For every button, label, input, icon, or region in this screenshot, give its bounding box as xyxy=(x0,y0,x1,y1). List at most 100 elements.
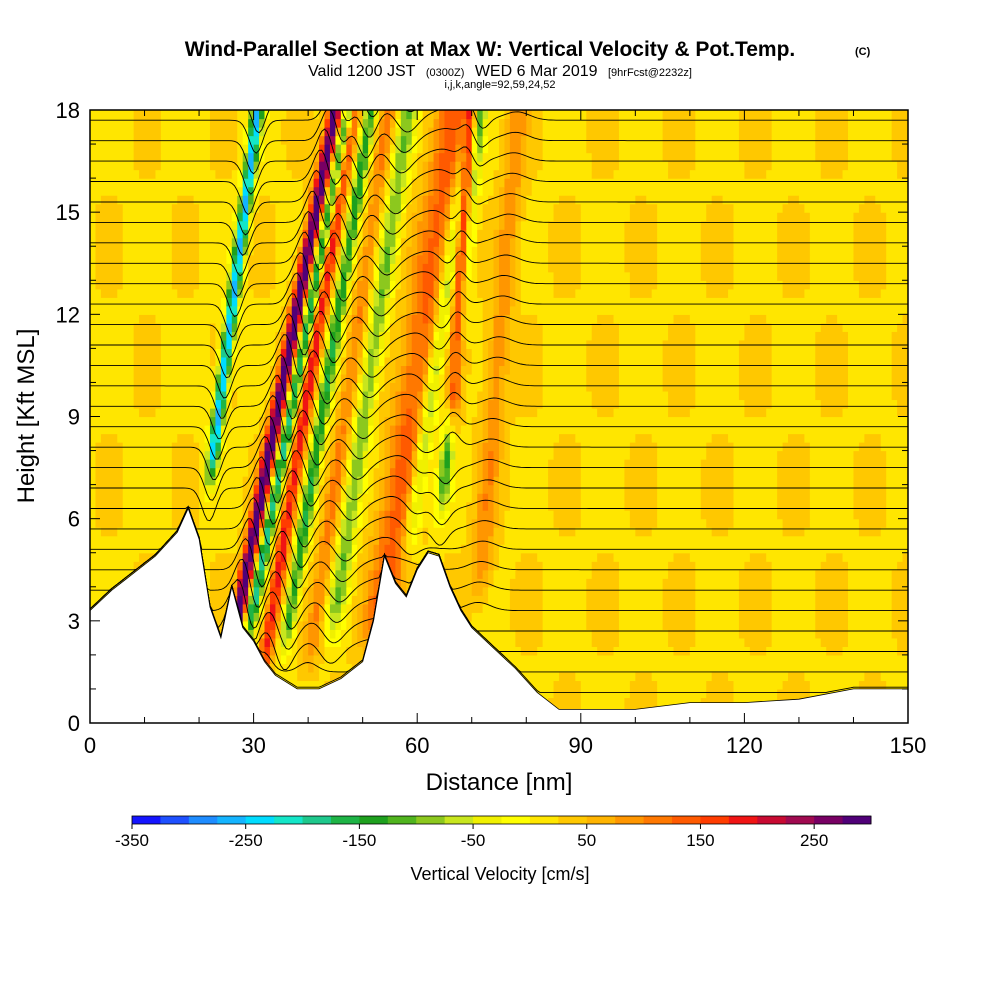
velocity-cell xyxy=(368,416,375,426)
velocity-cell xyxy=(449,433,456,443)
isentrope-line xyxy=(90,293,908,358)
velocity-cell xyxy=(509,144,522,154)
velocity-cell xyxy=(259,612,266,622)
velocity-cell xyxy=(384,195,391,205)
velocity-cell xyxy=(706,680,735,690)
velocity-cell xyxy=(259,118,266,128)
velocity-cell xyxy=(242,305,282,315)
velocity-cell xyxy=(449,416,467,426)
velocity-cell xyxy=(558,433,576,443)
velocity-cell xyxy=(368,186,375,196)
velocity-cell xyxy=(248,186,255,196)
velocity-cell xyxy=(428,459,440,469)
velocity-cell xyxy=(433,501,440,511)
velocity-cell xyxy=(406,535,413,545)
velocity-cell xyxy=(542,118,587,128)
velocity-cell xyxy=(160,399,211,409)
velocity-cell xyxy=(439,569,473,579)
velocity-cell xyxy=(319,407,326,418)
velocity-cell xyxy=(329,356,336,367)
velocity-cell xyxy=(815,356,849,367)
velocity-cell xyxy=(302,595,309,605)
velocity-cell xyxy=(499,195,506,205)
velocity-cell xyxy=(395,288,407,298)
velocity-cell xyxy=(542,569,593,579)
velocity-cell xyxy=(362,195,369,205)
velocity-cell xyxy=(439,407,451,418)
velocity-cell xyxy=(308,407,315,418)
velocity-cell xyxy=(591,637,620,647)
velocity-cell xyxy=(302,254,309,264)
velocity-cell xyxy=(389,484,396,494)
velocity-cell xyxy=(313,561,320,571)
velocity-cell xyxy=(864,671,882,682)
velocity-cell xyxy=(395,297,407,307)
velocity-cell xyxy=(259,637,266,647)
velocity-cell xyxy=(848,331,893,341)
velocity-cell xyxy=(340,399,353,409)
velocity-cell xyxy=(275,484,282,494)
velocity-cell xyxy=(815,382,849,392)
velocity-cell xyxy=(291,399,298,409)
x-tick-label: 60 xyxy=(405,733,429,758)
velocity-cell xyxy=(242,212,249,222)
velocity-cell xyxy=(406,544,462,554)
velocity-cell xyxy=(340,178,347,188)
velocity-cell xyxy=(308,220,320,230)
velocity-cell xyxy=(629,510,658,520)
velocity-cell xyxy=(422,493,435,503)
velocity-cell xyxy=(373,254,380,264)
velocity-cell xyxy=(384,425,391,435)
velocity-cell xyxy=(738,348,773,358)
colorbar-tick-label: 150 xyxy=(686,831,714,850)
velocity-cell xyxy=(302,467,309,477)
velocity-cell xyxy=(335,569,347,579)
velocity-cell xyxy=(449,501,467,511)
velocity-cell xyxy=(406,110,413,120)
velocity-cell xyxy=(618,569,669,579)
velocity-cell xyxy=(520,229,549,239)
velocity-cell xyxy=(493,373,500,384)
velocity-cell xyxy=(297,246,304,256)
velocity-cell xyxy=(411,493,418,503)
velocity-cell xyxy=(400,416,407,426)
velocity-cell xyxy=(618,373,664,384)
velocity-cell xyxy=(657,263,702,273)
velocity-cell xyxy=(329,467,336,477)
velocity-cell xyxy=(449,339,462,349)
velocity-cell xyxy=(373,510,380,520)
velocity-cell xyxy=(738,152,773,162)
isentrope-line xyxy=(90,251,908,318)
velocity-cell xyxy=(384,331,391,341)
velocity-cell xyxy=(809,229,855,239)
velocity-cell xyxy=(613,169,669,179)
velocity-cell xyxy=(395,467,407,477)
velocity-cell xyxy=(368,476,375,486)
velocity-cell xyxy=(335,425,342,435)
velocity-cell xyxy=(362,246,375,256)
velocity-cell xyxy=(313,493,320,503)
velocity-cell xyxy=(346,280,353,290)
velocity-cell xyxy=(286,322,293,332)
velocity-cell xyxy=(122,203,173,213)
velocity-cell xyxy=(368,467,375,477)
velocity-cell xyxy=(220,365,227,375)
velocity-cell xyxy=(231,356,277,367)
velocity-cell xyxy=(477,459,484,469)
velocity-cell xyxy=(695,118,740,128)
velocity-cell xyxy=(269,195,304,205)
velocity-cell xyxy=(346,442,353,452)
chart-title: Wind-Parallel Section at Max W: Vertical… xyxy=(185,38,796,61)
velocity-cell xyxy=(171,280,200,290)
colorbar-swatch xyxy=(473,816,502,824)
velocity-cell xyxy=(95,246,124,256)
velocity-cell xyxy=(329,237,336,247)
velocity-cell xyxy=(384,518,391,528)
velocity-cell xyxy=(368,407,375,418)
velocity-cell xyxy=(379,501,386,511)
velocity-cell xyxy=(335,195,342,205)
velocity-cell xyxy=(379,527,386,537)
velocity-cell xyxy=(668,322,696,332)
velocity-cell xyxy=(406,416,413,426)
velocity-cell xyxy=(319,433,326,443)
